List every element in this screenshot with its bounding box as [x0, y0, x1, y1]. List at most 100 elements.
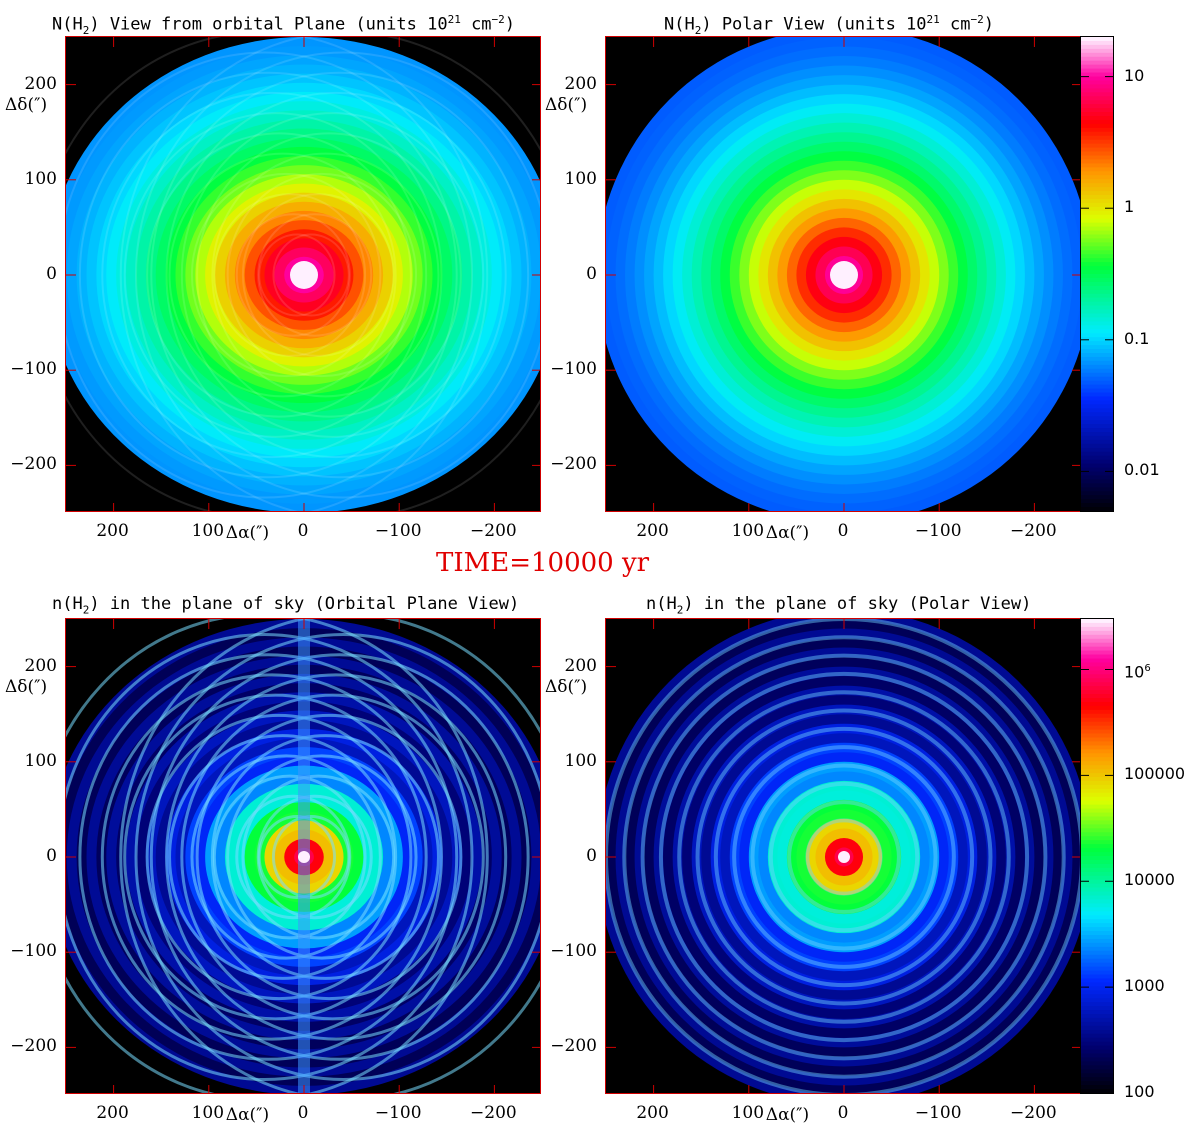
- panel-1-title: N(H2) View from orbital Plane (units 102…: [52, 13, 516, 38]
- colorbar-number-density: [1080, 618, 1114, 1094]
- shell-arc: [258, 233, 336, 317]
- colorbar-step: [1081, 491, 1113, 497]
- colorbar-step: [1081, 887, 1113, 893]
- colorbar-step: [1081, 705, 1113, 711]
- colorbar-step: [1081, 368, 1113, 374]
- colorbar-step: [1081, 435, 1113, 441]
- colorbar-step: [1081, 116, 1113, 121]
- shell-arc: [213, 193, 367, 357]
- colorbar-step: [1081, 309, 1113, 315]
- colorbar-step: [1081, 907, 1113, 913]
- colorbar-step: [1081, 455, 1113, 461]
- x-tick-label: 200: [636, 521, 669, 541]
- y-tick-label: 100: [24, 168, 57, 189]
- shell-arc: [66, 51, 473, 499]
- y-axis-title: Δδ(″): [545, 94, 588, 115]
- colorbar-step: [1081, 891, 1113, 897]
- shell-arc: [272, 233, 350, 317]
- shell-arc: [195, 713, 463, 1001]
- colorbar-step: [1081, 392, 1113, 398]
- colorbar-step: [1081, 828, 1113, 834]
- colorbar-step: [1081, 622, 1113, 628]
- colorbar-step: [1081, 416, 1113, 422]
- shell-arc: [257, 213, 373, 337]
- x-tick-label: −100: [914, 1103, 962, 1123]
- shell-arc: [256, 794, 373, 920]
- colorbar-step: [1081, 725, 1113, 731]
- colorbar-step: [1081, 769, 1113, 775]
- shell-arc: [196, 132, 462, 418]
- colorbar-step: [1081, 353, 1113, 358]
- y-axis-title: Δδ(″): [5, 676, 48, 697]
- colorbar-step: [1081, 698, 1113, 703]
- colorbar-step: [1081, 946, 1113, 952]
- colorbar-step: [1081, 400, 1113, 406]
- colorbar-step: [1081, 666, 1113, 672]
- colorbar-step: [1081, 923, 1113, 929]
- colorbar-step: [1081, 990, 1113, 996]
- colorbar-step: [1081, 159, 1113, 165]
- colorbar-step: [1081, 123, 1113, 129]
- colorbar-step: [1081, 713, 1113, 719]
- shell-arc: [149, 653, 530, 1061]
- shell-ring: [713, 726, 975, 988]
- x-tick-label: −200: [470, 521, 517, 541]
- colorbar-step: [1081, 690, 1113, 696]
- colorbar-step: [1081, 360, 1113, 366]
- colorbar-step: [1081, 127, 1113, 133]
- colorbar-step: [1081, 139, 1113, 145]
- colorbar-step: [1081, 737, 1113, 743]
- colorbar-step: [1081, 293, 1113, 299]
- colorbar-step: [1081, 650, 1113, 656]
- colorbar-step: [1081, 1029, 1113, 1035]
- colorbar-step: [1081, 230, 1113, 236]
- colorbar-step: [1081, 729, 1113, 735]
- colorbar-step: [1081, 935, 1113, 940]
- colorbar-step: [1081, 836, 1113, 842]
- panel-3-map: [65, 618, 541, 1094]
- colorbar-step: [1081, 40, 1113, 46]
- colorbar-step: [1081, 765, 1113, 771]
- shell-arc: [150, 71, 530, 479]
- colorbar-step: [1081, 1081, 1113, 1087]
- colorbar-step: [1081, 630, 1113, 636]
- colorbar-step: [1081, 254, 1113, 260]
- shell-ring: [732, 745, 956, 969]
- colorbar-step: [1081, 658, 1113, 664]
- colorbar-step: [1081, 238, 1113, 244]
- x-tick-label: 100: [191, 521, 225, 541]
- colorbar-step: [1081, 274, 1113, 279]
- colorbar-step: [1081, 80, 1113, 86]
- x-tick-label: 200: [96, 1103, 129, 1123]
- colorbar-step: [1081, 388, 1113, 394]
- colorbar-step: [1081, 84, 1113, 90]
- colorbar-step: [1081, 119, 1113, 125]
- colorbar-step: [1081, 171, 1113, 177]
- colorbar-tick-label: 1: [1124, 197, 1135, 217]
- colorbar-step: [1081, 1053, 1113, 1059]
- shell-arc: [100, 673, 443, 1041]
- colorbar-step: [1081, 72, 1113, 78]
- shell-arc: [134, 633, 540, 1081]
- y-tick-label: −100: [550, 941, 597, 962]
- shell-ring: [622, 635, 1066, 1079]
- colorbar-step: [1081, 686, 1113, 692]
- shell-ring: [640, 653, 1048, 1061]
- central-peak: [830, 261, 858, 289]
- colorbar-step: [1081, 994, 1113, 1000]
- colorbar-gradient: [1081, 619, 1113, 1094]
- shell-ring: [768, 781, 920, 933]
- x-tick-label: 0: [837, 521, 849, 541]
- x-tick-label: −200: [1010, 521, 1057, 541]
- colorbar-step: [1081, 439, 1113, 445]
- colorbar-step: [1081, 982, 1113, 988]
- y-tick-label: −200: [550, 454, 597, 475]
- colorbar-step: [1081, 60, 1113, 66]
- colorbar-step: [1081, 749, 1113, 755]
- colorbar-step: [1081, 832, 1113, 838]
- colorbar-step: [1081, 848, 1113, 854]
- panel-2-title: N(H2) Polar View (units 1021 cm−2): [664, 13, 994, 38]
- colorbar-step: [1081, 1057, 1113, 1063]
- y-tick-label: −100: [10, 359, 57, 380]
- colorbar-step: [1081, 1002, 1113, 1008]
